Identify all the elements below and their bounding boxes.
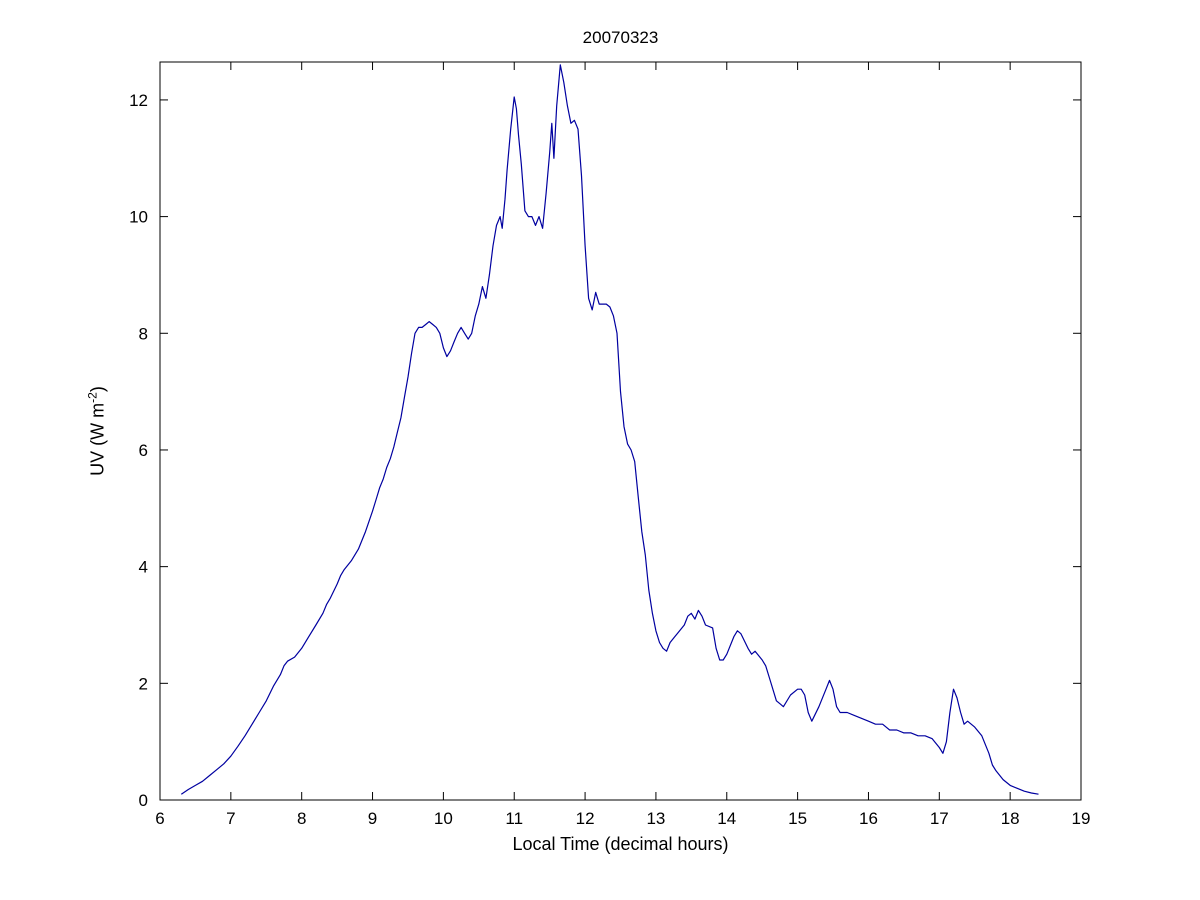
x-tick-label: 10	[434, 809, 453, 828]
x-tick-label: 19	[1072, 809, 1091, 828]
x-tick-label: 13	[646, 809, 665, 828]
y-axis-label: UV (W m-2)	[86, 386, 109, 476]
x-tick-label: 7	[226, 809, 235, 828]
x-tick-label: 17	[930, 809, 949, 828]
x-tick-label: 12	[576, 809, 595, 828]
chart-title: 20070323	[582, 28, 659, 47]
x-tick-label: 8	[297, 809, 306, 828]
plot-box	[159, 61, 1082, 801]
x-axis-label: Local Time (decimal hours)	[512, 834, 729, 854]
x-tick-label: 6	[155, 809, 164, 828]
x-tick-label: 16	[859, 809, 878, 828]
x-tick-label: 15	[788, 809, 807, 828]
uv-series-line	[180, 64, 1039, 795]
x-tick-label: 9	[368, 809, 377, 828]
y-tick-label: 6	[139, 441, 148, 460]
y-axis-label-superscript: -2	[85, 392, 100, 403]
y-tick-label: 2	[139, 674, 148, 693]
y-tick-label: 10	[129, 208, 148, 227]
y-tick-label: 8	[139, 324, 148, 343]
y-axis-label-text: UV (W m	[87, 402, 108, 476]
x-tick-label: 18	[1001, 809, 1020, 828]
y-tick-label: 4	[139, 558, 148, 577]
x-tick-label: 14	[717, 809, 736, 828]
y-tick-label: 0	[139, 791, 148, 810]
x-tick-label: 11	[505, 809, 523, 828]
y-axis-label-close: )	[87, 386, 108, 393]
y-tick-label: 12	[129, 91, 148, 110]
